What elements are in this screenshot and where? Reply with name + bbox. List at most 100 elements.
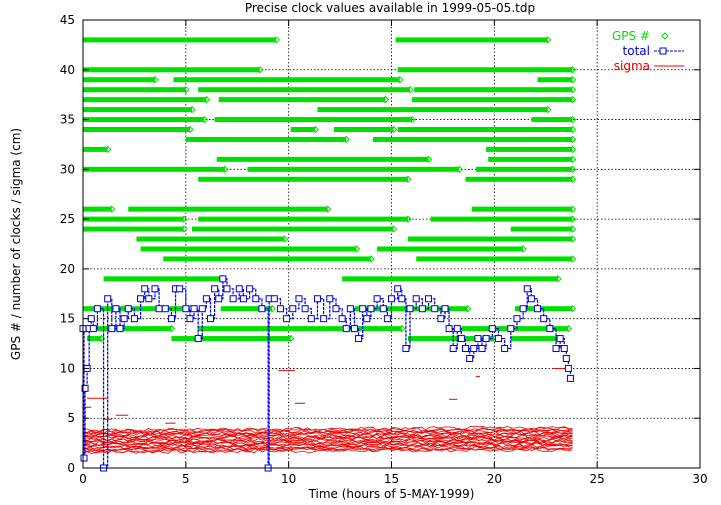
total-point xyxy=(363,315,371,323)
total-point xyxy=(383,315,391,323)
total-point xyxy=(566,374,574,382)
gps-marker xyxy=(108,205,116,213)
total-point xyxy=(523,285,531,293)
total-point xyxy=(562,354,570,362)
gps-availability-bar xyxy=(412,97,573,103)
gps-marker xyxy=(381,95,390,104)
total-point xyxy=(367,305,375,313)
gps-availability-bar xyxy=(83,226,184,232)
gps-availability-bar xyxy=(342,276,559,282)
gps-availability-bar xyxy=(83,127,190,133)
gps-availability-bar xyxy=(430,216,573,222)
gps-availability-bar xyxy=(471,206,573,212)
gps-availability-bar xyxy=(185,136,347,142)
total-point xyxy=(494,335,502,343)
total-point xyxy=(437,315,445,323)
gps-marker xyxy=(188,105,196,114)
total-point xyxy=(350,325,358,333)
gps-marker xyxy=(151,76,159,84)
total-point xyxy=(307,315,315,323)
gps-availability-bar xyxy=(140,246,357,252)
sigma-line xyxy=(82,436,573,443)
gps-marker xyxy=(396,76,404,84)
gps-marker xyxy=(398,324,406,333)
total-point xyxy=(431,305,439,313)
sigma-line xyxy=(82,425,573,432)
plot-area xyxy=(79,36,577,472)
gps-marker xyxy=(519,245,527,253)
total-point xyxy=(507,325,515,333)
y-tick-label: 10 xyxy=(60,361,75,375)
gps-availability-bar xyxy=(407,336,495,342)
gps-availability-bar xyxy=(198,326,402,332)
total-point xyxy=(211,285,219,293)
total-point xyxy=(176,285,184,293)
gps-availability-bar xyxy=(83,117,205,123)
gps-availability-bar xyxy=(198,216,408,222)
sigma-line xyxy=(82,437,573,444)
gps-availability-bar xyxy=(333,127,394,133)
gps-marker xyxy=(97,334,106,343)
gps-marker xyxy=(568,255,577,263)
x-tick-label: 25 xyxy=(590,472,605,486)
total-point xyxy=(540,315,548,323)
legend-label-sigma: sigma xyxy=(614,59,650,73)
gps-marker xyxy=(568,135,577,144)
gps-availability-bar xyxy=(83,77,155,83)
total-point xyxy=(124,305,132,313)
x-tick-label: 0 xyxy=(79,472,87,486)
gps-marker xyxy=(167,324,176,333)
gps-marker xyxy=(463,305,472,313)
gps-availability-bar xyxy=(510,336,561,342)
gps-availability-bar xyxy=(537,77,573,83)
total-point xyxy=(359,305,367,313)
gps-availability-bar xyxy=(83,67,260,73)
gps-marker xyxy=(568,85,577,94)
y-tick-label: 15 xyxy=(60,312,75,326)
gps-marker xyxy=(568,305,577,313)
gps-marker xyxy=(568,95,577,104)
total-point xyxy=(418,305,426,313)
total-point xyxy=(239,295,247,303)
gps-marker xyxy=(404,215,412,223)
total-point xyxy=(342,325,350,333)
gps-marker xyxy=(389,125,398,134)
total-point xyxy=(186,315,194,323)
y-tick-label: 45 xyxy=(60,13,75,27)
total-point xyxy=(252,295,260,303)
total-point xyxy=(449,345,457,353)
gps-marker xyxy=(352,245,361,253)
gps-marker xyxy=(367,255,375,263)
total-point xyxy=(137,295,145,303)
gps-marker xyxy=(568,165,577,174)
gps-availability-bar xyxy=(414,87,573,93)
gps-availability-bar xyxy=(395,37,548,43)
gps-marker xyxy=(180,215,188,223)
total-point xyxy=(425,295,433,303)
total-point xyxy=(116,325,124,333)
total-point xyxy=(527,295,535,303)
total-point xyxy=(402,345,410,353)
gps-marker xyxy=(311,125,320,134)
gps-marker xyxy=(404,175,412,183)
total-point xyxy=(235,285,243,293)
total-point xyxy=(394,285,402,293)
x-tick-label: 20 xyxy=(487,472,502,486)
total-point xyxy=(161,305,169,313)
total-point xyxy=(474,335,482,343)
gps-availability-bar xyxy=(198,87,411,93)
total-point xyxy=(190,305,198,313)
total-point xyxy=(270,295,278,303)
total-point xyxy=(120,315,128,323)
total-point xyxy=(87,315,95,323)
total-point xyxy=(320,315,328,323)
gps-marker xyxy=(564,324,573,333)
gps-availability-bar xyxy=(83,326,172,332)
total-point xyxy=(223,285,231,293)
legend-marker-total xyxy=(659,47,667,55)
sigma-line xyxy=(82,446,573,454)
gps-availability-bar xyxy=(214,117,413,123)
sigma-line xyxy=(82,433,573,440)
gps-availability-bar xyxy=(83,107,193,113)
